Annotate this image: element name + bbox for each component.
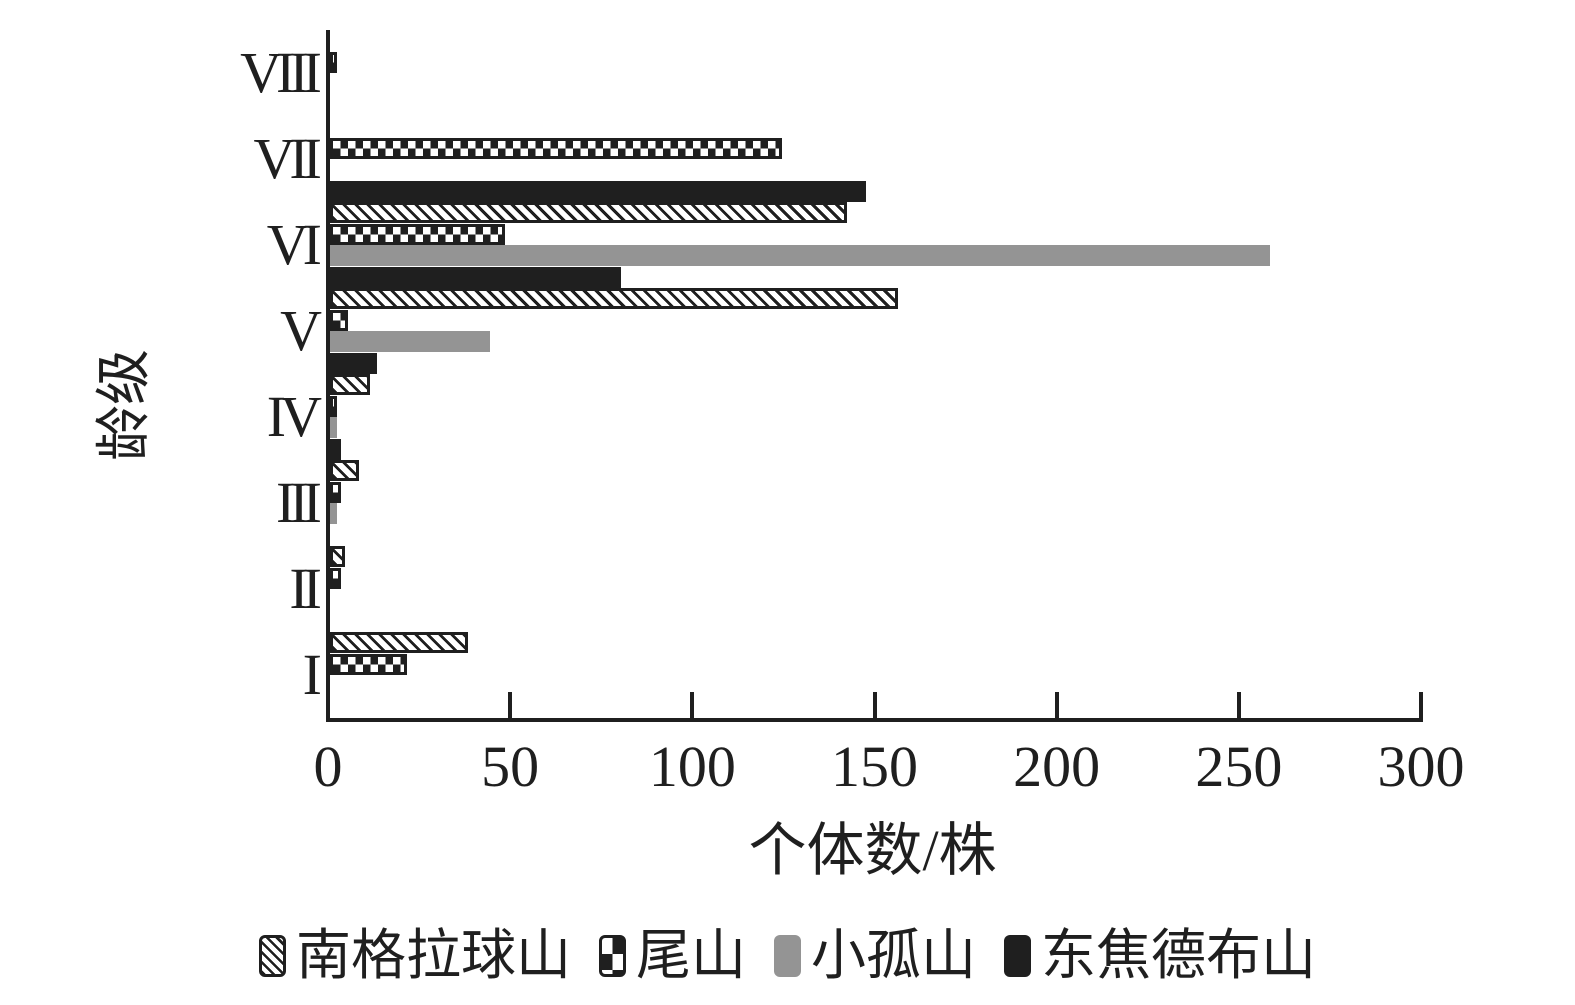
legend: 南格拉球山 尾山 小孤山 东焦德布山: [0, 918, 1575, 993]
x-axis-tick-labels: 0 50 100 150 200 250 300: [314, 732, 1465, 807]
y-category-label-VIII: VIII: [240, 40, 322, 105]
bar-小孤山-III: [330, 503, 338, 525]
x-ticklabel-200: 200: [1013, 734, 1101, 799]
bar-南格拉球山-II: [330, 546, 345, 568]
x-ticklabel-50: 50: [481, 734, 540, 799]
bar-尾山-VI: [330, 223, 505, 245]
legend-swatch-icon-solid-black: [1004, 934, 1032, 977]
legend-item-尾山: 尾山: [598, 918, 746, 993]
legend-swatch-icon-checkerboard: [598, 934, 626, 977]
y-category-label-I: I: [302, 642, 322, 707]
bar-尾山-VIII: [330, 51, 338, 73]
x-ticklabel-250: 250: [1195, 734, 1283, 799]
x-tickmark-300: [1419, 692, 1423, 718]
bar-东焦德布山-VI: [330, 266, 622, 288]
x-ticklabel-100: 100: [648, 734, 736, 799]
y-category-label-IV: IV: [266, 384, 322, 449]
bar-东焦德布山-IV: [330, 438, 341, 460]
bar-南格拉球山-V: [330, 288, 899, 310]
x-ticklabel-300: 300: [1377, 734, 1465, 799]
legend-label: 小孤山: [811, 925, 977, 986]
x-tickmark-100: [690, 692, 695, 718]
bar-尾山-VII: [330, 137, 782, 159]
bar-小孤山-VI: [330, 245, 1270, 267]
legend-swatch-icon-solid-gray: [774, 934, 801, 977]
bar-小孤山-V: [330, 331, 491, 353]
x-tickmark-150: [872, 692, 877, 718]
bar-南格拉球山-I: [330, 632, 469, 654]
x-tickmark-200: [1054, 692, 1059, 718]
legend-label: 东焦德布山: [1041, 925, 1317, 986]
bar-南格拉球山-VI: [330, 202, 848, 224]
x-ticklabel-0: 0: [313, 734, 343, 799]
y-category-label-III: III: [276, 470, 322, 535]
bar-尾山-III: [330, 481, 341, 503]
x-tickmark-250: [1236, 692, 1241, 718]
x-axis-title: 个体数/株: [748, 818, 997, 883]
y-category-label-V: V: [280, 298, 322, 363]
legend-item-东焦德布山: 东焦德布山: [1004, 918, 1316, 993]
legend-item-南格拉球山: 南格拉球山: [258, 918, 571, 993]
y-category-label-VII: VII: [253, 126, 322, 191]
y-category-label-II: II: [289, 556, 322, 621]
x-ticklabel-150: 150: [831, 734, 918, 799]
legend-swatch-icon-diagonal-hatch: [258, 934, 286, 977]
y-axis-category-labels: VIII VII VI V IV III II I: [120, 30, 322, 718]
bar-尾山-II: [330, 567, 341, 589]
bar-尾山-IV: [330, 395, 338, 417]
plot-area: [326, 30, 1423, 722]
legend-label: 尾山: [635, 925, 746, 986]
y-category-label-VI: VI: [266, 212, 322, 277]
bar-南格拉球山-IV: [330, 374, 371, 396]
bar-东焦德布山-V: [330, 352, 378, 374]
bar-尾山-V: [330, 309, 349, 331]
bar-东焦德布山-VII: [330, 180, 866, 202]
bar-尾山-I: [330, 653, 407, 675]
legend-item-小孤山: 小孤山: [774, 918, 976, 993]
bar-南格拉球山-III: [330, 460, 360, 482]
bar-小孤山-IV: [330, 417, 338, 439]
x-tickmark-50: [508, 692, 513, 718]
legend-label: 南格拉球山: [295, 925, 571, 986]
